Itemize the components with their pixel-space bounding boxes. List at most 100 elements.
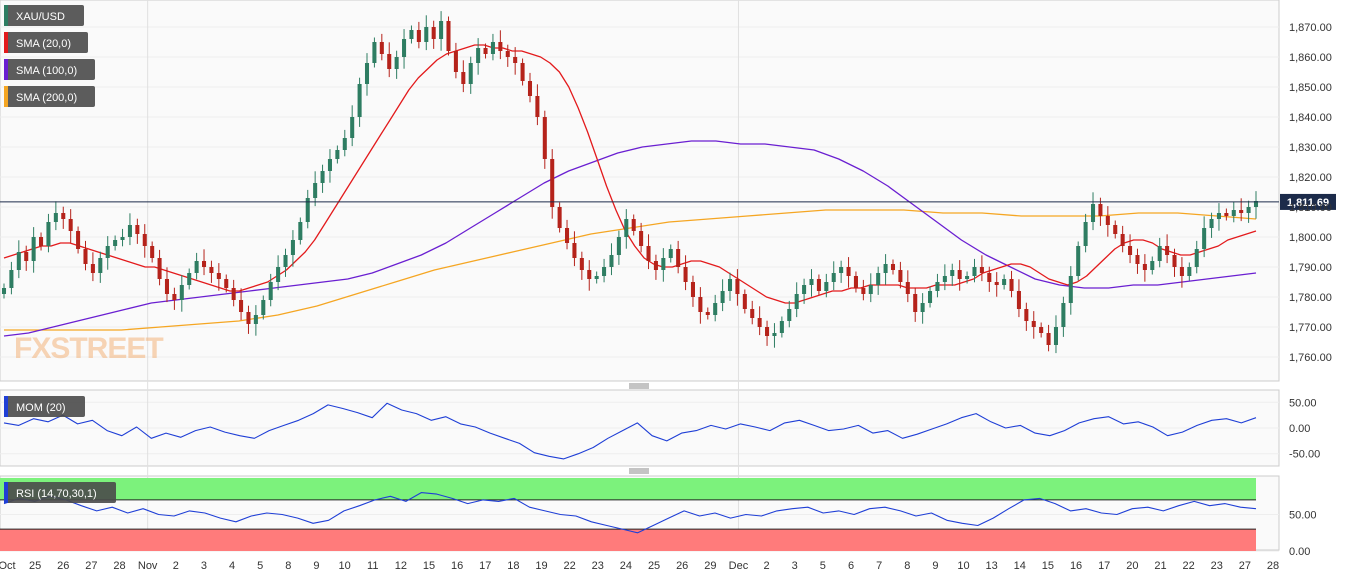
candle: [1068, 266, 1073, 315]
candle-body: [1194, 249, 1199, 267]
candle-body: [431, 27, 436, 39]
candle: [653, 254, 658, 280]
legend-item[interactable]: SMA (200,0): [4, 86, 95, 107]
legend-item[interactable]: SMA (100,0): [4, 59, 95, 80]
candle: [268, 273, 273, 307]
candle-body: [268, 282, 273, 300]
candle: [1105, 206, 1110, 237]
legend-color-swatch: [4, 59, 8, 80]
x-tick-label: 26: [57, 560, 69, 572]
candle: [861, 279, 866, 301]
x-tick-label: 12: [395, 560, 407, 572]
candle-body: [1216, 213, 1221, 219]
candle-body: [468, 63, 473, 84]
candle-body: [987, 273, 992, 282]
legend-item-mom[interactable]: MOM (20): [4, 396, 85, 417]
x-tick-label: 21: [1154, 560, 1166, 572]
x-tick-label: Dec: [729, 560, 749, 572]
candle-body: [1209, 219, 1214, 228]
candle-body: [742, 294, 747, 309]
candle: [1202, 216, 1207, 258]
candle: [727, 272, 733, 301]
candle-body: [187, 273, 192, 285]
candle: [357, 77, 362, 127]
candle: [83, 240, 88, 271]
candle-body: [698, 297, 703, 312]
candle-body: [839, 267, 844, 273]
candle-body: [1224, 213, 1229, 216]
candle-body: [1009, 279, 1014, 291]
candle: [1172, 248, 1177, 277]
candle: [1194, 240, 1199, 274]
candle-body: [787, 309, 792, 321]
candle: [16, 240, 21, 279]
candle-body: [883, 264, 888, 273]
candle-body: [1098, 204, 1103, 216]
candle: [928, 286, 933, 308]
candle-body: [113, 240, 118, 246]
x-tick-label: 6: [848, 560, 854, 572]
candle-body: [201, 261, 207, 267]
candle-body: [16, 252, 21, 270]
candle-body: [757, 318, 762, 327]
candle: [283, 248, 288, 277]
candle: [824, 273, 829, 298]
candle-body: [661, 258, 666, 270]
candle: [646, 234, 651, 270]
legend: XAU/USD SMA (20,0) SMA (100,0) SMA (200,0) M…: [4, 5, 116, 503]
candle-body: [957, 270, 962, 279]
candle-body: [639, 231, 644, 246]
candle-body: [1239, 210, 1244, 213]
candle: [1179, 257, 1184, 288]
panel-resize-handle[interactable]: [629, 468, 649, 474]
candle-body: [868, 285, 873, 294]
legend-box: [4, 396, 85, 417]
candle: [1002, 274, 1007, 290]
candle-body: [1, 288, 7, 294]
y-tick-label: 1,780.00: [1289, 292, 1332, 304]
candle: [1076, 241, 1081, 281]
candle: [342, 129, 347, 157]
candle: [1246, 200, 1251, 223]
candle-body: [372, 42, 377, 63]
y-tick-label: 1,850.00: [1289, 82, 1332, 94]
candle: [127, 213, 132, 246]
candle: [602, 258, 607, 283]
candle-body: [905, 282, 910, 294]
candle: [1061, 296, 1066, 337]
candle-body: [98, 258, 103, 273]
x-tick-label: 3: [792, 560, 798, 572]
candle-body: [616, 237, 621, 255]
candle-body: [439, 21, 444, 39]
candle: [587, 260, 592, 291]
panel-resize-handle[interactable]: [629, 383, 649, 389]
candle: [616, 230, 621, 265]
candle-body: [68, 219, 73, 231]
candle-body: [631, 219, 636, 231]
candle: [853, 271, 858, 293]
candle-body: [565, 228, 570, 243]
candle-body: [965, 276, 970, 279]
candle: [253, 305, 258, 336]
candle: [542, 110, 547, 169]
legend-item[interactable]: SMA (20,0): [4, 32, 88, 53]
candle: [498, 30, 503, 60]
legend-item[interactable]: XAU/USD: [4, 5, 84, 26]
candle: [935, 273, 940, 298]
candle-body: [557, 207, 562, 228]
candle-body: [935, 282, 940, 291]
candle-body: [676, 249, 681, 267]
candle: [490, 33, 495, 61]
candle-body: [713, 303, 718, 315]
candle: [483, 43, 488, 59]
x-tick-label: 10: [957, 560, 969, 572]
legend-item-rsi[interactable]: RSI (14,70,30,1): [4, 482, 116, 503]
candle: [224, 274, 229, 293]
candle: [920, 293, 925, 324]
candle-body: [1105, 216, 1110, 225]
candle-body: [1172, 255, 1177, 267]
candle: [742, 289, 747, 314]
x-tick-label: 22: [564, 560, 576, 572]
y-tick-label: 50.00: [1289, 397, 1317, 409]
legend-box: [4, 86, 95, 107]
